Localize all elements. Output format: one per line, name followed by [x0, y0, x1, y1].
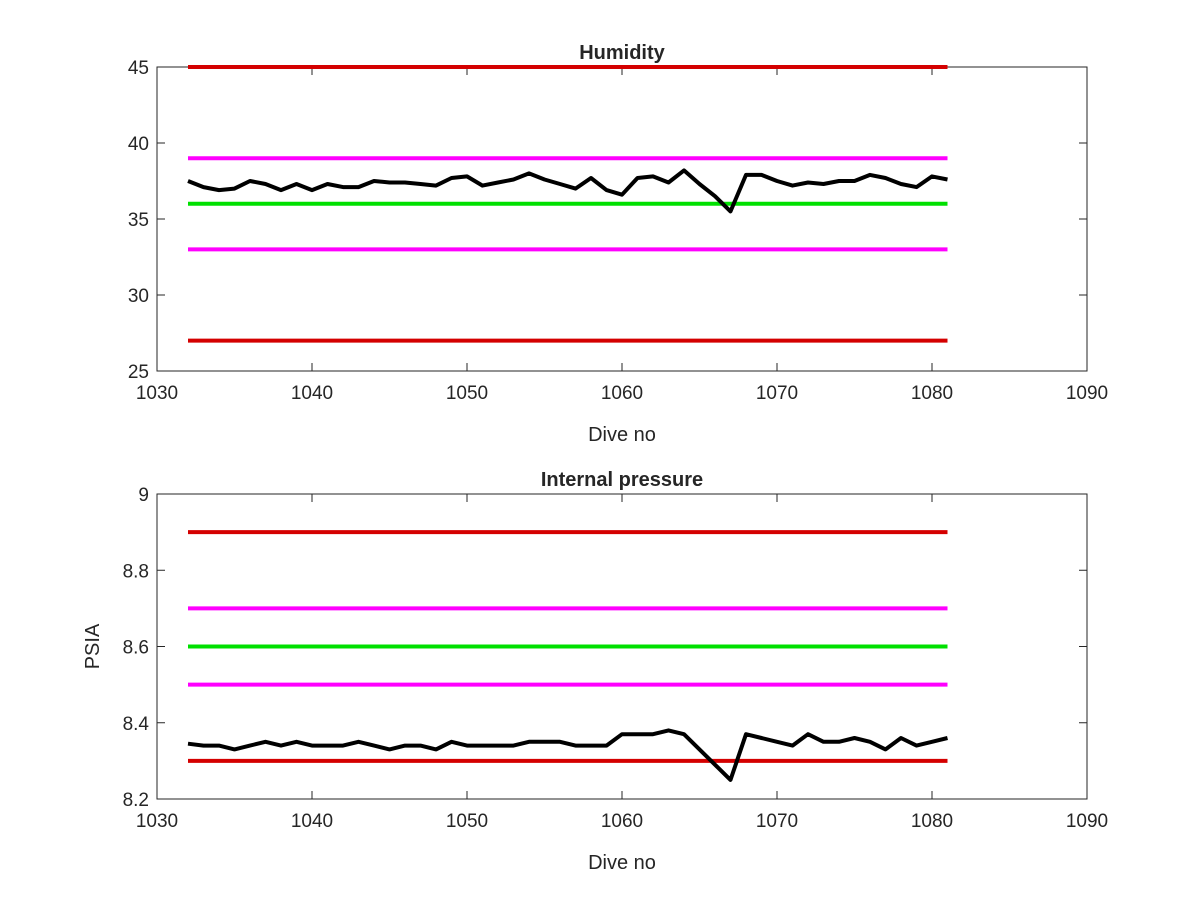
- internal-pressure-plot: 1030 1040 1050 1060 1070 1080 1090 8.2 8.4 8.6 8.8…: [82, 469, 1108, 874]
- y-tick-label: 45: [128, 58, 149, 79]
- x-tick-label: 1030: [136, 811, 178, 832]
- chart-title: Internal pressure: [541, 469, 703, 491]
- y-tick-label: 8.4: [123, 714, 150, 735]
- chart-title: Humidity: [579, 42, 665, 64]
- humidity-plot: 1030 1040 1050 1060 1070 1080 1090 25 30 35 40 45 Hu…: [128, 42, 1108, 446]
- x-axis-label: Dive no: [588, 424, 656, 446]
- x-tick-label: 1040: [291, 383, 333, 404]
- x-tick-label: 1070: [756, 383, 798, 404]
- y-tick-label: 25: [128, 362, 149, 383]
- x-tick-label: 1080: [911, 811, 953, 832]
- x-tick-label: 1030: [136, 383, 178, 404]
- x-tick-label: 1060: [601, 383, 643, 404]
- y-tick-label: 8.6: [123, 638, 149, 659]
- y-tick-label: 40: [128, 134, 149, 155]
- data-series-line: [187, 728, 948, 782]
- y-tick-label: 30: [128, 286, 149, 307]
- x-tick-label: 1080: [911, 383, 953, 404]
- x-tick-label: 1050: [446, 383, 488, 404]
- y-tick-label: 8.2: [123, 790, 149, 811]
- x-tick-label: 1090: [1066, 383, 1108, 404]
- x-tick-label: 1070: [756, 811, 798, 832]
- y-tick-label: 8.8: [123, 561, 149, 582]
- x-tick-label: 1040: [291, 811, 333, 832]
- x-tick-label: 1050: [446, 811, 488, 832]
- x-tick-label: 1060: [601, 811, 643, 832]
- data-series-line: [187, 168, 948, 214]
- y-tick-label: 9: [138, 485, 149, 506]
- y-axis-label: PSIA: [82, 623, 104, 669]
- y-tick-label: 35: [128, 210, 149, 231]
- axes-box: [156, 66, 1088, 372]
- x-tick-label: 1090: [1066, 811, 1108, 832]
- x-axis-label: Dive no: [588, 852, 656, 874]
